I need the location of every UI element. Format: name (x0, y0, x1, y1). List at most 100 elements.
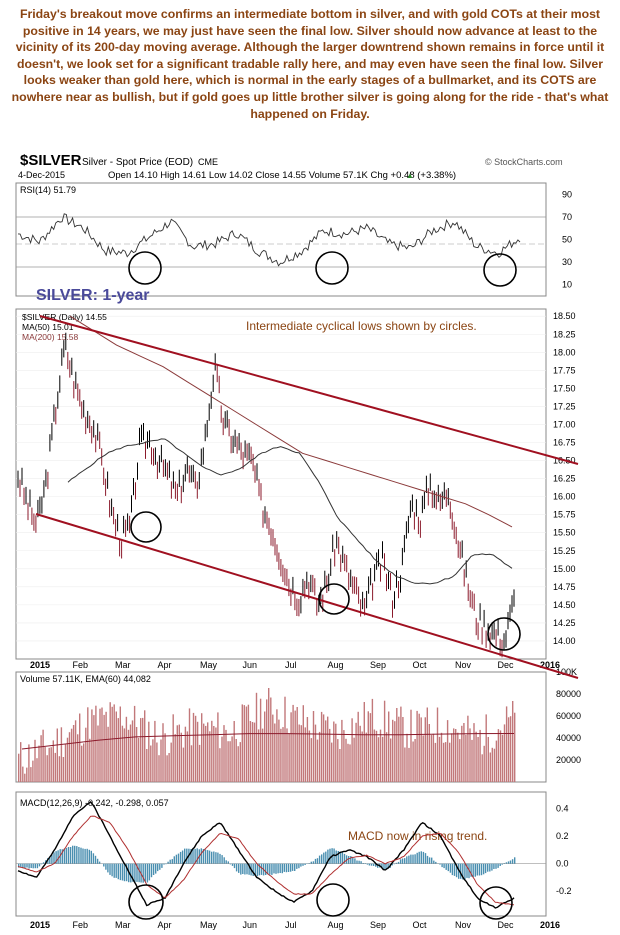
macd-histogram-bar (167, 861, 169, 864)
x-axis-label: Mar (115, 920, 131, 930)
macd-histogram-bar (32, 863, 34, 869)
macd-histogram-bar (179, 851, 182, 864)
price-tick-label: 15.25 (553, 546, 576, 556)
volume-bar (333, 721, 335, 782)
macd-histogram-bar (287, 863, 290, 872)
macd-histogram-bar (221, 855, 223, 864)
volume-bar (398, 716, 400, 782)
volume-bar (253, 722, 256, 782)
rsi-tick-label: 90 (562, 189, 572, 199)
volume-bar (235, 739, 237, 782)
macd-histogram-bar (173, 856, 175, 864)
chart-title: SILVER: 1-year (36, 287, 150, 304)
ohlc-readout: Open 14.10 High 14.61 Low 14.02 Close 14… (108, 170, 456, 181)
macd-histogram-bar (375, 863, 377, 867)
macd-histogram-bar (115, 863, 117, 878)
x-axis-label: May (200, 660, 218, 670)
macd-histogram-bar (86, 848, 88, 864)
macd-histogram-bar (362, 863, 364, 864)
volume-bar (119, 706, 121, 782)
macd-histogram-bar (300, 863, 302, 867)
volume-bar (255, 692, 258, 782)
volume-bar (241, 704, 243, 782)
price-tick-label: 17.00 (553, 419, 576, 429)
volume-bar (192, 712, 195, 782)
macd-histogram-bar (252, 863, 254, 876)
volume-bar (158, 755, 160, 782)
macd-histogram-bar (366, 863, 369, 865)
macd-histogram-bar (458, 863, 460, 879)
macd-histogram-bar (370, 863, 373, 866)
volume-bar (392, 719, 394, 782)
macd-histogram-bar (401, 858, 404, 864)
x-axis-label: Mar (115, 660, 131, 670)
macd-histogram-bar (177, 853, 180, 864)
volume-bar (491, 747, 493, 782)
volume-bar (288, 733, 290, 782)
volume-tick-label: 100K (556, 667, 577, 677)
volume-bar (320, 711, 323, 782)
macd-histogram-bar (406, 856, 408, 864)
volume-tick-label: 80000 (556, 689, 581, 699)
volume-bar (148, 721, 150, 782)
volume-bar (481, 754, 483, 782)
macd-histogram-bar (433, 860, 435, 864)
commentary-text: Friday's breakout move confirms an inter… (11, 7, 609, 121)
volume-bar (487, 737, 489, 782)
macd-histogram-bar (24, 863, 26, 869)
volume-bar (259, 698, 262, 782)
volume-bar (109, 702, 111, 782)
volume-bar (133, 705, 136, 782)
volume-bar (217, 712, 219, 782)
volume-bar (381, 736, 384, 782)
macd-histogram-bar (316, 858, 319, 864)
x-axis-label: Nov (455, 660, 472, 670)
x-axis-label: Aug (328, 660, 344, 670)
macd-histogram-bar (503, 863, 505, 864)
volume-bar (186, 731, 189, 782)
volume-bar (140, 718, 142, 782)
x-axis-label: Apr (158, 920, 172, 930)
x-axis-label: 2016 (540, 920, 560, 930)
volume-bar (251, 722, 254, 782)
macd-histogram-bar (321, 854, 323, 864)
volume-bar (113, 704, 115, 782)
macd-histogram-bar (107, 863, 109, 873)
macd-histogram-bar (482, 863, 485, 875)
volume-bar (432, 733, 435, 782)
macd-histogram-bar (22, 863, 24, 869)
macd-histogram-bar (381, 863, 383, 869)
volume-bar (438, 736, 441, 782)
volume-bar (180, 732, 182, 782)
volume-bar (284, 696, 286, 782)
macd-histogram-bar (215, 852, 217, 864)
macd-histogram-bar (449, 863, 452, 873)
volume-bar (418, 713, 420, 782)
volume-bar (355, 722, 357, 782)
macd-histogram-bar (474, 863, 476, 877)
volume-bar (152, 739, 154, 782)
volume-bar (302, 705, 304, 782)
volume-bar (125, 716, 128, 782)
macd-histogram-bar (38, 863, 41, 867)
volume-bar (351, 718, 353, 782)
volume-bar (105, 711, 107, 782)
macd-histogram-bar (36, 863, 39, 869)
volume-bar (469, 728, 471, 782)
volume-bar (507, 717, 510, 782)
macd-histogram-bar (329, 848, 331, 864)
x-axis-label: Sep (370, 920, 386, 930)
macd-histogram-bar (57, 850, 59, 864)
volume-bar (196, 721, 199, 782)
macd-histogram-bar (368, 863, 371, 866)
macd-histogram-bar (76, 846, 78, 864)
macd-histogram-bar (348, 856, 350, 864)
macd-histogram-bar (80, 847, 82, 864)
volume-bar (168, 753, 170, 782)
volume-bar (396, 708, 398, 782)
volume-bar (268, 688, 270, 782)
volume-bar (327, 716, 329, 782)
volume-bar (77, 734, 79, 782)
volume-bar (144, 710, 146, 782)
macd-histogram-bar (49, 856, 51, 864)
